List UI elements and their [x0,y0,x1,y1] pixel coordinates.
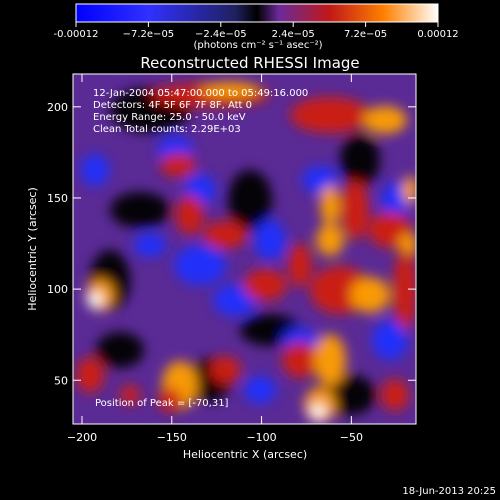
x-tick-label: −100 [246,431,276,444]
colorbar-tick-label: 2.4e−05 [272,29,315,40]
heatmap-image [73,74,416,424]
colorbar-tick-label: -0.00012 [54,29,99,40]
y-axis-ticks: 50 100 150 200 [47,101,416,387]
colorbar [75,3,439,23]
annotation-block: 12-Jan-2004 05:47:00.000 to 05:49:16.000… [93,88,308,135]
colorbar-tick-label: −2.4e−05 [195,29,247,40]
x-axis-label: Heliocentric X (arcsec) [183,448,307,461]
colorbar-tick-label: 0.00012 [417,29,458,40]
x-tick-label: −150 [157,431,187,444]
annotation-energy-range: Energy Range: 25.0 - 50.0 keV [93,112,246,123]
annotation-detectors: Detectors: 4F 5F 6F 7F 8F, Att 0 [93,100,252,111]
footer-timestamp: 18-Jun-2013 20:25 [402,486,496,497]
y-tick-label: 200 [47,101,68,114]
y-axis-label: Heliocentric Y (arcsec) [26,187,39,311]
x-tick-label: −50 [340,431,363,444]
colorbar-tick-label: 7.2e−05 [344,29,387,40]
chart-title: Reconstructed RHESSI Image [140,54,359,72]
y-tick-label: 150 [47,192,68,205]
colorbar-ticks: -0.00012 −7.2e−05 −2.4e−05 2.4e−05 7.2e−05 0.… [54,22,459,40]
colorbar-unit-label: (photons cm⁻² s⁻¹ asec⁻²) [193,40,322,51]
plot-frame [72,73,417,425]
x-tick-label: −200 [67,431,97,444]
annotation-clean-counts: Clean Total counts: 2.29E+03 [93,124,241,135]
colorbar-tick-label: −7.2e−05 [123,29,175,40]
peak-position-label: Position of Peak = [-70,31] [95,398,229,409]
annotation-time-range: 12-Jan-2004 05:47:00.000 to 05:49:16.000 [93,88,308,99]
y-tick-label: 100 [47,283,68,296]
x-axis-ticks: −200 −150 −100 −50 [67,74,363,444]
y-tick-label: 50 [54,374,68,387]
